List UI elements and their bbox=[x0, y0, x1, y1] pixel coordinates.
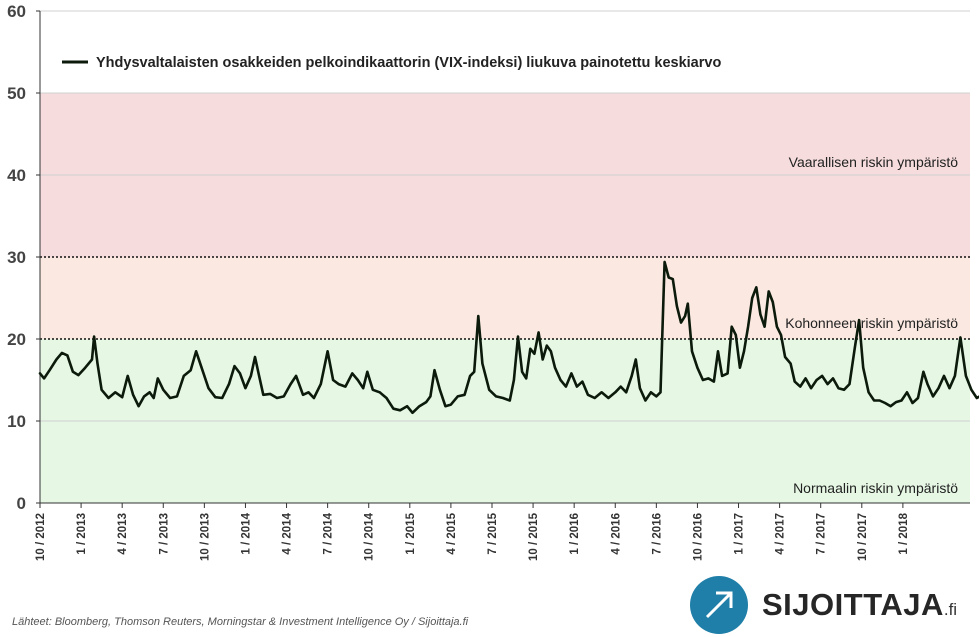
x-tick-label: 7 / 2016 bbox=[651, 513, 663, 555]
x-tick-label: 10 / 2017 bbox=[857, 513, 869, 561]
zone-label-1: Kohonneen riskin ympäristö bbox=[785, 315, 958, 331]
series-lines bbox=[38, 260, 979, 415]
x-tick-label: 1 / 2014 bbox=[240, 512, 252, 554]
brand-logo: SIJOITTAJA.fi bbox=[690, 573, 975, 634]
x-tick-label: 4 / 2016 bbox=[610, 513, 622, 555]
y-tick-label: 20 bbox=[7, 330, 26, 349]
x-tick-label: 4 / 2017 bbox=[775, 513, 787, 555]
zone-labels: Normaalin riskin ympäristö Kohonneen risk… bbox=[785, 154, 958, 496]
x-tick-label: 10 / 2015 bbox=[528, 512, 540, 561]
x-tick-label: 10 / 2016 bbox=[692, 513, 704, 561]
y-tick-label: 60 bbox=[7, 2, 26, 21]
x-tick-label: 10 / 2012 bbox=[35, 513, 47, 561]
x-tick-label: 7 / 2017 bbox=[816, 513, 828, 555]
x-tick-label: 1 / 2015 bbox=[405, 512, 417, 554]
x-tick-label: 10 / 2014 bbox=[364, 512, 376, 561]
y-tick-label: 30 bbox=[7, 248, 26, 267]
x-tick-label: 4 / 2013 bbox=[117, 513, 129, 555]
x-tick-label: 10 / 2013 bbox=[199, 513, 211, 561]
x-axis-ticks: 10 / 2012 1 / 2013 4 / 2013 7 / 2013 10 / 20… bbox=[35, 503, 910, 561]
zone-label-2: Vaarallisen riskin ympäristö bbox=[789, 154, 959, 170]
x-tick-label: 1 / 2017 bbox=[734, 513, 746, 555]
grid-lines bbox=[40, 10, 970, 422]
y-tick-label: 10 bbox=[7, 412, 26, 431]
y-tick-label: 0 bbox=[17, 494, 26, 513]
series-line-0 bbox=[38, 260, 979, 415]
brand-suffix: .fi bbox=[943, 600, 958, 619]
y-tick-label: 50 bbox=[7, 84, 26, 103]
arrow-up-right-icon bbox=[690, 576, 748, 634]
zone-label-0: Normaalin riskin ympäristö bbox=[793, 480, 958, 496]
brand-name: SIJOITTAJA.fi bbox=[762, 587, 958, 622]
y-tick-label: 40 bbox=[7, 166, 26, 185]
x-tick-label: 7 / 2014 bbox=[323, 512, 335, 554]
x-tick-label: 7 / 2013 bbox=[158, 513, 170, 555]
y-axis-ticks: 0 10 20 30 40 50 60 bbox=[7, 2, 40, 513]
x-tick-label: 4 / 2014 bbox=[282, 512, 294, 554]
x-tick-label: 1 / 2016 bbox=[569, 513, 581, 555]
zone-band-1 bbox=[40, 257, 970, 339]
source-note: Lähteet: Bloomberg, Thomson Reuters, Mor… bbox=[12, 616, 469, 628]
legend-label: Yhdysvaltalaisten osakkeiden pelkoindika… bbox=[96, 55, 721, 71]
x-tick-label: 4 / 2015 bbox=[446, 512, 458, 554]
x-tick-label: 7 / 2015 bbox=[487, 512, 499, 554]
threshold-lines bbox=[40, 256, 970, 340]
x-tick-label: 1 / 2013 bbox=[76, 513, 88, 555]
legend: Yhdysvaltalaisten osakkeiden pelkoindika… bbox=[62, 55, 721, 71]
x-tick-label: 1 / 2018 bbox=[898, 512, 910, 554]
